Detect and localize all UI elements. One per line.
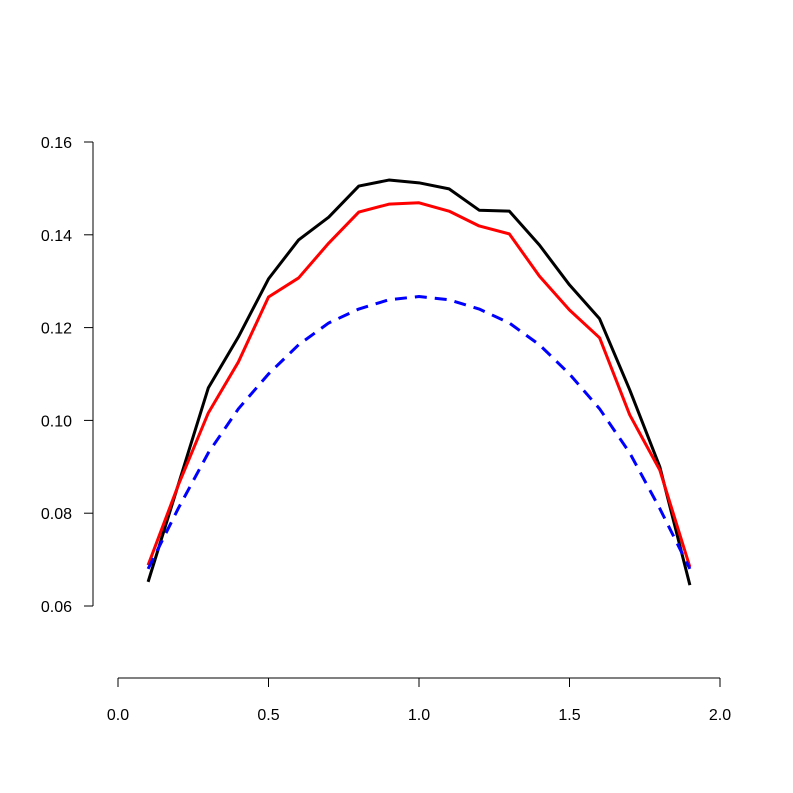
y-tick-label: 0.12 [41, 321, 72, 338]
series-line-3 [146, 295, 692, 570]
y-tick-label: 0.06 [41, 599, 72, 616]
series-line-1 [146, 178, 692, 586]
x-tick-label: 1.5 [558, 707, 580, 724]
series-line-2 [146, 201, 692, 568]
x-tick-label: 0.0 [107, 707, 129, 724]
y-tick-label: 0.08 [41, 506, 72, 523]
x-tick-label: 1.0 [408, 707, 430, 724]
y-tick-label: 0.14 [41, 228, 72, 245]
x-tick-label: 0.5 [257, 707, 279, 724]
y-tick-label: 0.16 [41, 135, 72, 152]
y-tick-label: 0.10 [41, 413, 72, 430]
x-tick-label: 2.0 [709, 707, 731, 724]
